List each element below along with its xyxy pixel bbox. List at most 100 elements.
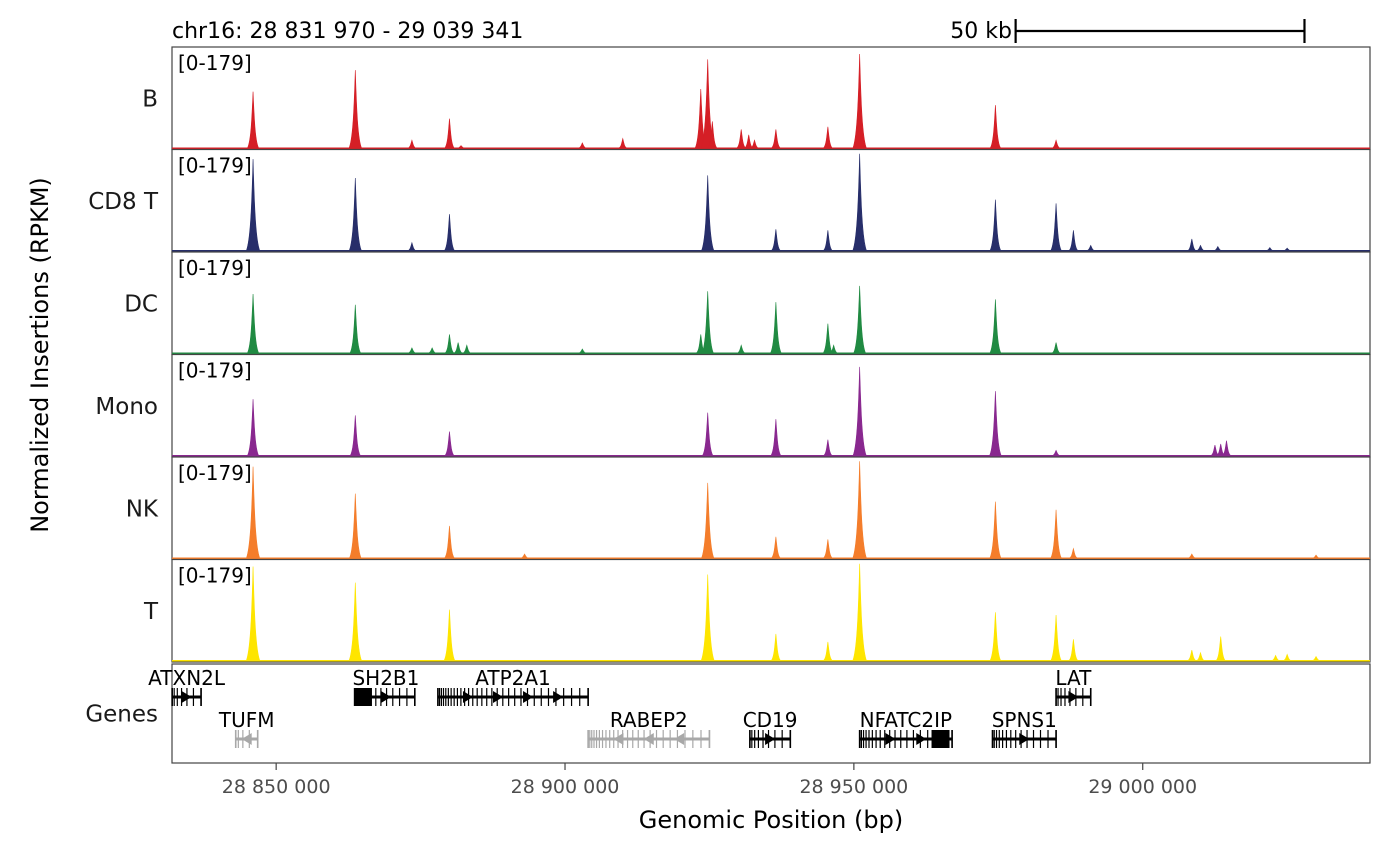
peak — [1051, 449, 1061, 457]
peak — [1050, 614, 1062, 662]
track-range-label: [0-179] — [178, 154, 252, 178]
peak — [853, 285, 867, 354]
peak — [618, 137, 628, 149]
peak — [1068, 547, 1078, 559]
gene-atp2a1: ATP2A1 — [437, 666, 589, 706]
peak — [989, 501, 1002, 559]
peak — [706, 121, 718, 149]
peak — [443, 525, 456, 559]
peak — [736, 344, 746, 354]
peak — [1271, 654, 1280, 662]
y-axis-label: Normalized Insertions (RPKM) — [26, 177, 54, 533]
track-dc: [0-179] DC — [124, 251, 1371, 356]
peak — [427, 347, 437, 354]
peak — [1067, 230, 1079, 252]
peak — [348, 582, 363, 662]
peak — [578, 142, 587, 149]
gene-label: CD19 — [743, 708, 798, 732]
gene-sh2b1: SH2B1 — [352, 666, 419, 706]
peak — [822, 230, 834, 252]
peak — [1215, 636, 1227, 662]
gene-tufm: TUFM — [218, 708, 275, 748]
gene-spns1: SPNS1 — [991, 708, 1057, 748]
peak — [852, 53, 867, 149]
x-tick-label: 28 950 000 — [799, 776, 908, 798]
peak — [1051, 139, 1061, 149]
strand-arrow — [380, 691, 391, 703]
peak — [246, 91, 260, 149]
peak — [245, 466, 261, 559]
peak — [348, 178, 362, 252]
track-name-label: CD8 T — [88, 189, 159, 215]
peak — [443, 609, 456, 662]
peak — [443, 214, 456, 252]
strand-arrow — [241, 733, 252, 745]
peak — [1282, 653, 1292, 662]
peak — [245, 566, 261, 662]
strand-arrow — [523, 691, 534, 703]
peak — [245, 159, 261, 252]
peak — [989, 612, 1002, 662]
strand-arrow — [493, 691, 504, 703]
peak — [852, 563, 867, 662]
x-tick-label: 28 850 000 — [222, 776, 331, 798]
gene-cd19: CD19 — [743, 708, 798, 748]
gene-label: RABEP2 — [610, 708, 688, 732]
gene-label: ATXN2L — [148, 666, 226, 690]
track-name-label: Mono — [95, 394, 158, 420]
strand-arrow — [885, 733, 896, 745]
peak — [520, 553, 529, 559]
peak — [348, 493, 362, 559]
x-tick-label: 28 900 000 — [511, 776, 620, 798]
peak — [1067, 639, 1079, 662]
peak — [852, 153, 867, 252]
region-label: chr16: 28 831 970 - 29 039 341 — [172, 19, 523, 44]
peak — [1187, 238, 1197, 252]
peak — [770, 419, 782, 457]
peak — [443, 118, 456, 149]
strand-arrow — [1019, 733, 1030, 745]
strand-arrow — [643, 733, 654, 745]
gene-label: TUFM — [218, 708, 275, 732]
strand-arrow — [462, 691, 473, 703]
genes-track: Genes ATXN2L TUFM SH2B1 ATP2A1 RABEP2 CD19 NFAT… — [85, 663, 1371, 764]
track-range-label: [0-179] — [178, 359, 252, 383]
track-name-label: T — [143, 599, 159, 625]
peak — [1196, 651, 1205, 662]
peak — [822, 439, 834, 457]
track-panel — [171, 558, 1371, 663]
peak — [770, 633, 782, 662]
track-cd8-t: [0-179] CD8 T — [88, 148, 1371, 253]
gene-utr-block — [353, 688, 372, 706]
peak — [578, 348, 587, 354]
peak — [1051, 342, 1061, 354]
peak — [822, 126, 834, 149]
track-b: [0-179] B — [142, 46, 1371, 151]
gene-atxn2l: ATXN2L — [148, 666, 226, 706]
gene-rabep2: RABEP2 — [587, 708, 711, 748]
strand-arrow — [613, 733, 624, 745]
peak — [770, 536, 782, 559]
peak — [852, 461, 867, 559]
strand-arrow — [181, 691, 192, 703]
peak — [1311, 554, 1321, 559]
gene-label: SH2B1 — [352, 666, 419, 690]
peak — [822, 641, 834, 662]
track-name-label: DC — [124, 291, 158, 317]
peak — [1187, 649, 1197, 662]
gene-nfatc2ip: NFATC2IP — [858, 708, 953, 748]
peak — [1213, 245, 1223, 252]
track-panel — [171, 251, 1371, 356]
peak — [1050, 509, 1063, 559]
gene-label: ATP2A1 — [475, 666, 551, 690]
peak — [1265, 247, 1274, 252]
peak — [1220, 440, 1232, 457]
x-axis-label: Genomic Position (bp) — [639, 806, 903, 834]
track-name-label: B — [142, 86, 158, 112]
peak — [750, 139, 759, 149]
peak — [701, 291, 715, 354]
peak — [700, 175, 715, 252]
peak — [1283, 247, 1292, 252]
peak — [822, 323, 834, 354]
peak — [443, 431, 455, 457]
